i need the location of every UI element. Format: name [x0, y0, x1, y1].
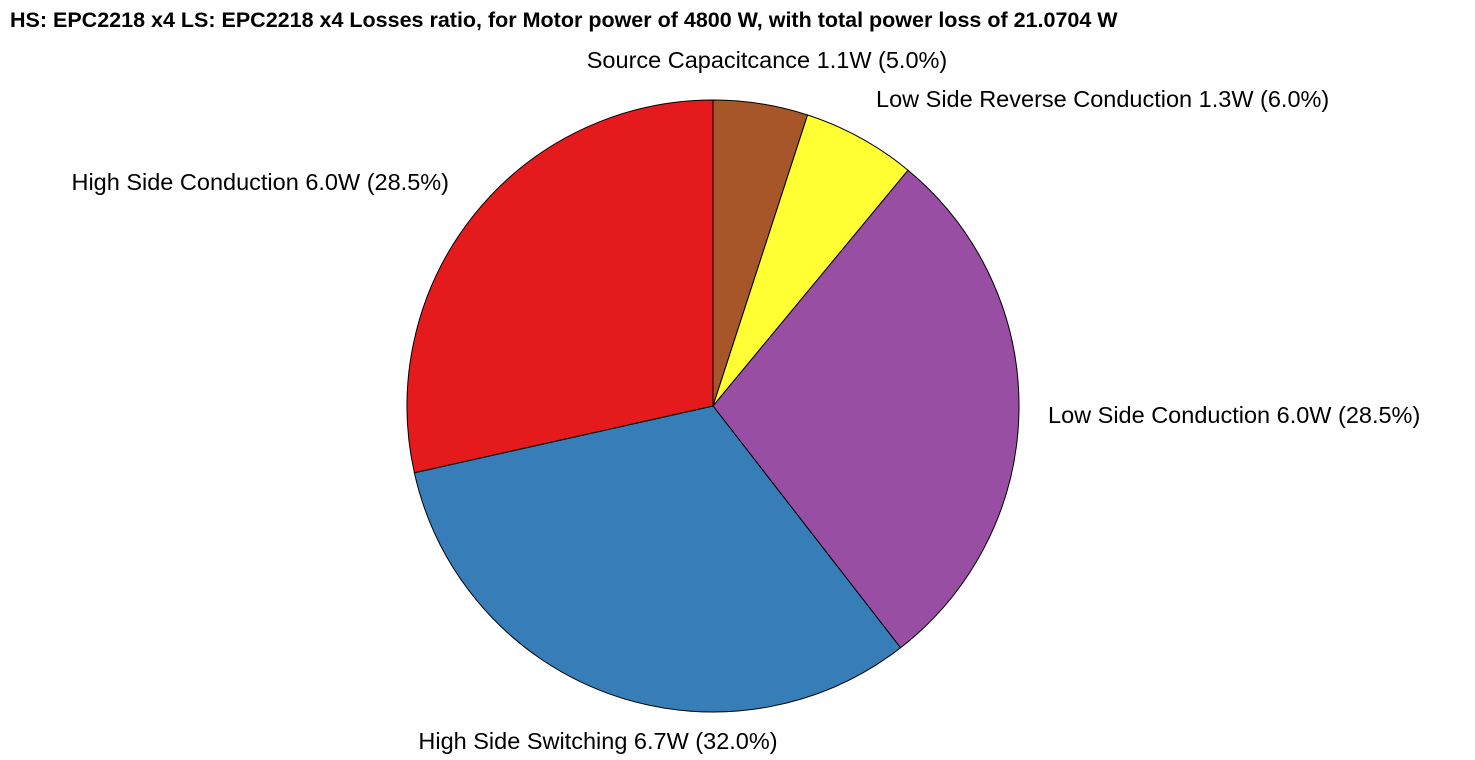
slice-label-low-side-conduction: Low Side Conduction 6.0W (28.5%): [1048, 402, 1420, 428]
pie-slice-low-side-conduction: [712, 169, 1020, 649]
chart-title: HS: EPC2218 x4 LS: EPC2218 x4 Losses rat…: [10, 8, 1118, 32]
pie-slice-high-side-switching: [413, 405, 902, 713]
pie-labels: Source Capacitcance 1.1W (5.0%) Low Side …: [71, 47, 1420, 754]
slice-label-high-side-conduction: High Side Conduction 6.0W (28.5%): [71, 169, 449, 195]
slice-label-source-capacitcance: Source Capacitcance 1.1W (5.0%): [587, 47, 948, 73]
slice-label-high-side-switching: High Side Switching 6.7W (32.0%): [418, 728, 777, 754]
pie-slices: [406, 99, 1020, 713]
pie-slice-high-side-conduction: [406, 99, 714, 474]
slice-label-low-side-reverse-conduction: Low Side Reverse Conduction 1.3W (6.0%): [876, 86, 1329, 112]
